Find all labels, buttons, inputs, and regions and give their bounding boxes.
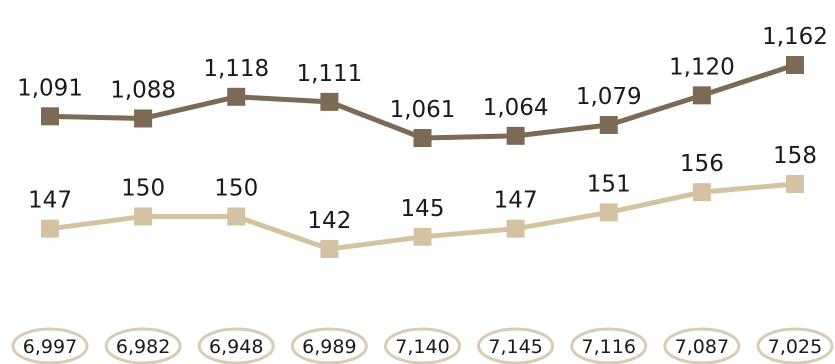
data-label: 151 [587, 171, 631, 197]
data-point-marker [506, 126, 525, 145]
total-label: 6,989 [302, 336, 356, 358]
total-ellipse [663, 327, 741, 364]
data-label: 142 [307, 208, 351, 234]
data-point-marker [413, 227, 432, 246]
data-point-marker [41, 219, 59, 238]
total-badge: 7,145 [477, 327, 555, 364]
data-label: 147 [494, 188, 538, 214]
total-ellipse [290, 327, 368, 364]
series-layer: 1,091 1,088 1,118 1,111 1,061 1,064 1,079 1,120… [17, 24, 828, 258]
data-label: 158 [773, 143, 817, 169]
data-label: 1,079 [576, 84, 642, 110]
data-label: 145 [401, 196, 445, 222]
data-point-marker [227, 207, 246, 226]
data-point-marker [692, 183, 711, 202]
total-label: 6,948 [209, 336, 263, 358]
data-point-marker [599, 203, 618, 222]
data-label: 150 [121, 176, 165, 202]
data-point-marker [599, 115, 618, 134]
data-label: 1,118 [203, 56, 269, 82]
total-ellipse [11, 327, 89, 364]
data-point-marker [134, 109, 153, 128]
data-label: 147 [28, 188, 72, 214]
total-badge: 7,140 [384, 327, 461, 364]
data-point-marker [320, 240, 339, 258]
total-badge: 6,948 [197, 327, 275, 364]
total-label: 7,087 [675, 336, 729, 358]
data-label: 1,111 [296, 61, 362, 87]
total-badge: 6,989 [290, 327, 368, 364]
data-point-marker [786, 175, 804, 193]
data-point-marker [227, 87, 246, 106]
data-label: 1,091 [17, 75, 83, 101]
total-label: 7,145 [488, 336, 542, 358]
data-point-marker [134, 207, 153, 226]
total-label: 6,997 [23, 336, 77, 358]
data-point-marker [786, 56, 804, 74]
total-ellipse [570, 327, 648, 364]
data-point-marker [41, 107, 59, 126]
total-label: 7,025 [768, 336, 822, 358]
total-label: 7,140 [395, 336, 449, 358]
total-ellipse [756, 327, 834, 364]
total-label: 6,982 [116, 336, 170, 358]
totals-row: 6,997 6,982 6,948 6,989 7,140 7,145 7,116 7,087… [11, 327, 834, 364]
data-label: 1,064 [483, 95, 549, 121]
data-label: 1,088 [110, 77, 176, 103]
data-label: 156 [680, 151, 724, 177]
total-label: 7,116 [582, 336, 636, 358]
data-point-marker [320, 92, 339, 111]
data-point-marker [692, 86, 711, 105]
total-badge: 7,087 [663, 327, 741, 364]
data-label: 150 [214, 176, 258, 202]
total-ellipse [477, 327, 555, 364]
total-ellipse [197, 327, 275, 364]
data-point-marker [506, 219, 525, 238]
total-ellipse [104, 327, 182, 364]
series-2: 147 150 150 142 145 147 151 156 158 [28, 143, 817, 258]
data-label: 1,162 [762, 24, 828, 50]
total-ellipse [384, 327, 461, 364]
data-point-marker [413, 129, 432, 147]
total-badge: 6,997 [11, 327, 89, 364]
series-1: 1,091 1,088 1,118 1,111 1,061 1,064 1,079 1,120… [17, 24, 828, 147]
data-label: 1,120 [669, 54, 735, 80]
data-label: 1,061 [390, 97, 456, 123]
total-badge: 7,025 [756, 327, 834, 364]
total-badge: 6,982 [104, 327, 182, 364]
total-badge: 7,116 [570, 327, 648, 364]
